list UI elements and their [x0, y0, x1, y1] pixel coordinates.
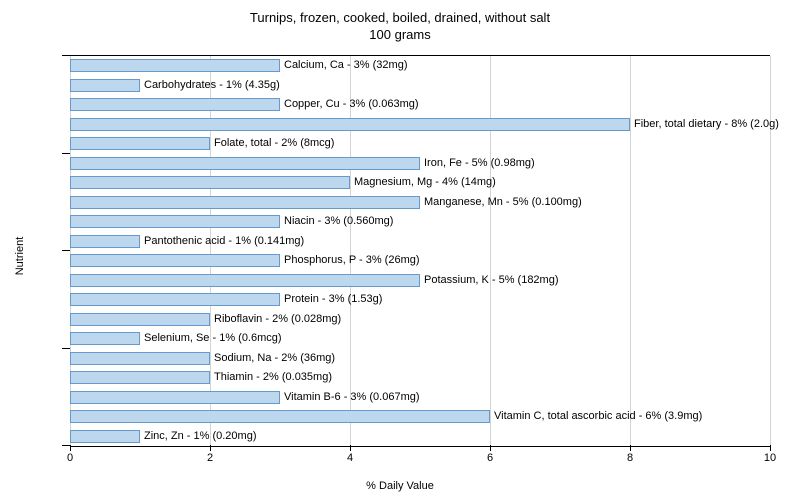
- bar: [70, 98, 280, 111]
- bar-row: Magnesium, Mg - 4% (14mg): [70, 175, 770, 190]
- bar-label: Manganese, Mn - 5% (0.100mg): [424, 196, 582, 209]
- bar-label: Fiber, total dietary - 8% (2.0g): [634, 118, 779, 131]
- x-tick-label: 8: [627, 452, 633, 464]
- bar-label: Phosphorus, P - 3% (26mg): [284, 254, 420, 267]
- bar-label: Calcium, Ca - 3% (32mg): [284, 59, 407, 72]
- x-axis-label: % Daily Value: [366, 480, 434, 492]
- bar: [70, 215, 280, 228]
- bar: [70, 79, 140, 92]
- bar-row: Folate, total - 2% (8mcg): [70, 136, 770, 151]
- y-axis-label: Nutrient: [14, 237, 26, 276]
- bar: [70, 157, 420, 170]
- bar: [70, 430, 140, 443]
- bar-label: Potassium, K - 5% (182mg): [424, 274, 559, 287]
- bar: [70, 313, 210, 326]
- bar-row: Zinc, Zn - 1% (0.20mg): [70, 429, 770, 444]
- bar: [70, 254, 280, 267]
- bar-label: Carbohydrates - 1% (4.35g): [144, 79, 280, 92]
- bar-row: Manganese, Mn - 5% (0.100mg): [70, 195, 770, 210]
- bar-label: Vitamin C, total ascorbic acid - 6% (3.9…: [494, 410, 702, 423]
- bar-label: Protein - 3% (1.53g): [284, 293, 382, 306]
- bar-row: Riboflavin - 2% (0.028mg): [70, 312, 770, 327]
- bar-row: Fiber, total dietary - 8% (2.0g): [70, 117, 770, 132]
- bar-label: Iron, Fe - 5% (0.98mg): [424, 157, 535, 170]
- bar-row: Vitamin C, total ascorbic acid - 6% (3.9…: [70, 409, 770, 424]
- bar-label: Folate, total - 2% (8mcg): [214, 137, 334, 150]
- bar: [70, 293, 280, 306]
- x-tick: [630, 445, 631, 451]
- bar-row: Niacin - 3% (0.560mg): [70, 214, 770, 229]
- bar: [70, 118, 630, 131]
- bar-label: Vitamin B-6 - 3% (0.067mg): [284, 391, 420, 404]
- bar-label: Zinc, Zn - 1% (0.20mg): [144, 430, 256, 443]
- y-tick: [62, 445, 70, 446]
- gridline: [630, 56, 631, 446]
- bar-row: Copper, Cu - 3% (0.063mg): [70, 97, 770, 112]
- chart-title: Turnips, frozen, cooked, boiled, drained…: [0, 0, 800, 44]
- bar-row: Carbohydrates - 1% (4.35g): [70, 78, 770, 93]
- bar-row: Pantothenic acid - 1% (0.141mg): [70, 234, 770, 249]
- bar-label: Copper, Cu - 3% (0.063mg): [284, 98, 419, 111]
- bar: [70, 176, 350, 189]
- bar: [70, 352, 210, 365]
- x-tick-label: 2: [207, 452, 213, 464]
- gridline: [490, 56, 491, 446]
- bar-row: Vitamin B-6 - 3% (0.067mg): [70, 390, 770, 405]
- bar-row: Selenium, Se - 1% (0.6mcg): [70, 331, 770, 346]
- bar: [70, 196, 420, 209]
- gridline: [210, 56, 211, 446]
- bar: [70, 371, 210, 384]
- nutrient-chart: Turnips, frozen, cooked, boiled, drained…: [0, 0, 800, 500]
- bar-label: Pantothenic acid - 1% (0.141mg): [144, 235, 304, 248]
- bar: [70, 59, 280, 72]
- bar-label: Thiamin - 2% (0.035mg): [214, 371, 332, 384]
- y-tick: [62, 55, 70, 56]
- plot-area: Calcium, Ca - 3% (32mg) Carbohydrates - 1…: [70, 55, 770, 447]
- bar-row: Phosphorus, P - 3% (26mg): [70, 253, 770, 268]
- x-tick-label: 6: [487, 452, 493, 464]
- bar-row: Thiamin - 2% (0.035mg): [70, 370, 770, 385]
- bar-row: Iron, Fe - 5% (0.98mg): [70, 156, 770, 171]
- bar: [70, 235, 140, 248]
- bar: [70, 332, 140, 345]
- x-tick-label: 0: [67, 452, 73, 464]
- y-tick: [62, 153, 70, 154]
- bar-label: Sodium, Na - 2% (36mg): [214, 352, 335, 365]
- bar-label: Selenium, Se - 1% (0.6mcg): [144, 332, 282, 345]
- bar-row: Protein - 3% (1.53g): [70, 292, 770, 307]
- x-tick-label: 4: [347, 452, 353, 464]
- bar-row: Potassium, K - 5% (182mg): [70, 273, 770, 288]
- gridline: [350, 56, 351, 446]
- bar: [70, 391, 280, 404]
- x-tick: [210, 445, 211, 451]
- title-line-2: 100 grams: [369, 27, 430, 42]
- y-tick: [62, 250, 70, 251]
- bar-label: Riboflavin - 2% (0.028mg): [214, 313, 341, 326]
- gridline: [770, 56, 771, 446]
- y-tick: [62, 348, 70, 349]
- bar-label: Magnesium, Mg - 4% (14mg): [354, 176, 496, 189]
- x-tick: [490, 445, 491, 451]
- bar-row: Calcium, Ca - 3% (32mg): [70, 58, 770, 73]
- x-tick: [350, 445, 351, 451]
- bar-label: Niacin - 3% (0.560mg): [284, 215, 393, 228]
- x-tick: [70, 445, 71, 451]
- x-tick: [770, 445, 771, 451]
- x-tick-label: 10: [764, 452, 776, 464]
- title-line-1: Turnips, frozen, cooked, boiled, drained…: [250, 10, 550, 25]
- gridline: [70, 56, 71, 446]
- bar: [70, 137, 210, 150]
- bar-row: Sodium, Na - 2% (36mg): [70, 351, 770, 366]
- bar: [70, 410, 490, 423]
- bar: [70, 274, 420, 287]
